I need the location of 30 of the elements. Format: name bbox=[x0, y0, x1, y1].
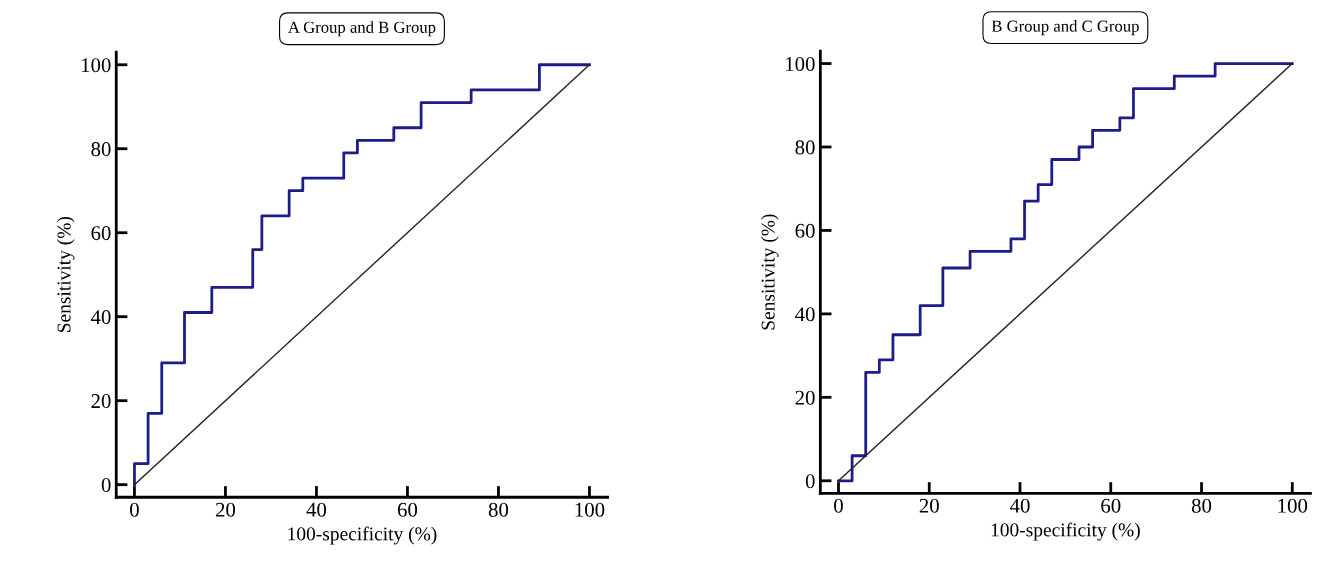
x-tick-label: 40 bbox=[306, 502, 327, 517]
y-tick-label: 80 bbox=[795, 140, 815, 155]
y-tick-label: 0 bbox=[805, 474, 815, 489]
x-axis-title: 100-specificity (%) bbox=[991, 522, 1140, 541]
y-tick-label: 80 bbox=[91, 142, 111, 157]
y-tick-label: 0 bbox=[101, 478, 111, 493]
y-axis-title: Sensitivity (%) bbox=[56, 216, 75, 333]
x-tick-label: 20 bbox=[919, 498, 939, 513]
y-tick-label: 60 bbox=[795, 223, 815, 238]
x-axis-title: 100-specificity (%) bbox=[288, 526, 437, 545]
y-tick-label: 100 bbox=[786, 56, 815, 71]
chart-title: B Group and C Group bbox=[991, 20, 1139, 36]
x-tick-label: 80 bbox=[1191, 498, 1212, 513]
y-tick-label: 20 bbox=[91, 394, 111, 409]
x-tick-label: 60 bbox=[397, 502, 418, 517]
chart-title: A Group and B Group bbox=[288, 21, 436, 37]
y-tick-label: 20 bbox=[795, 390, 815, 405]
x-tick-label: 20 bbox=[215, 502, 236, 517]
x-tick-label: 0 bbox=[834, 498, 843, 513]
x-tick-label: 40 bbox=[1010, 498, 1030, 513]
y-tick-label: 40 bbox=[795, 307, 815, 322]
y-axis-title: Sensitivity (%) bbox=[760, 214, 779, 330]
x-tick-label: 60 bbox=[1101, 498, 1121, 513]
x-tick-label: 100 bbox=[575, 502, 605, 517]
x-tick-label: 100 bbox=[1278, 498, 1308, 513]
x-tick-label: 80 bbox=[488, 502, 509, 517]
x-tick-label: 0 bbox=[130, 502, 139, 517]
y-tick-label: 100 bbox=[81, 58, 111, 73]
y-tick-label: 40 bbox=[90, 310, 111, 325]
y-tick-label: 60 bbox=[91, 226, 111, 241]
